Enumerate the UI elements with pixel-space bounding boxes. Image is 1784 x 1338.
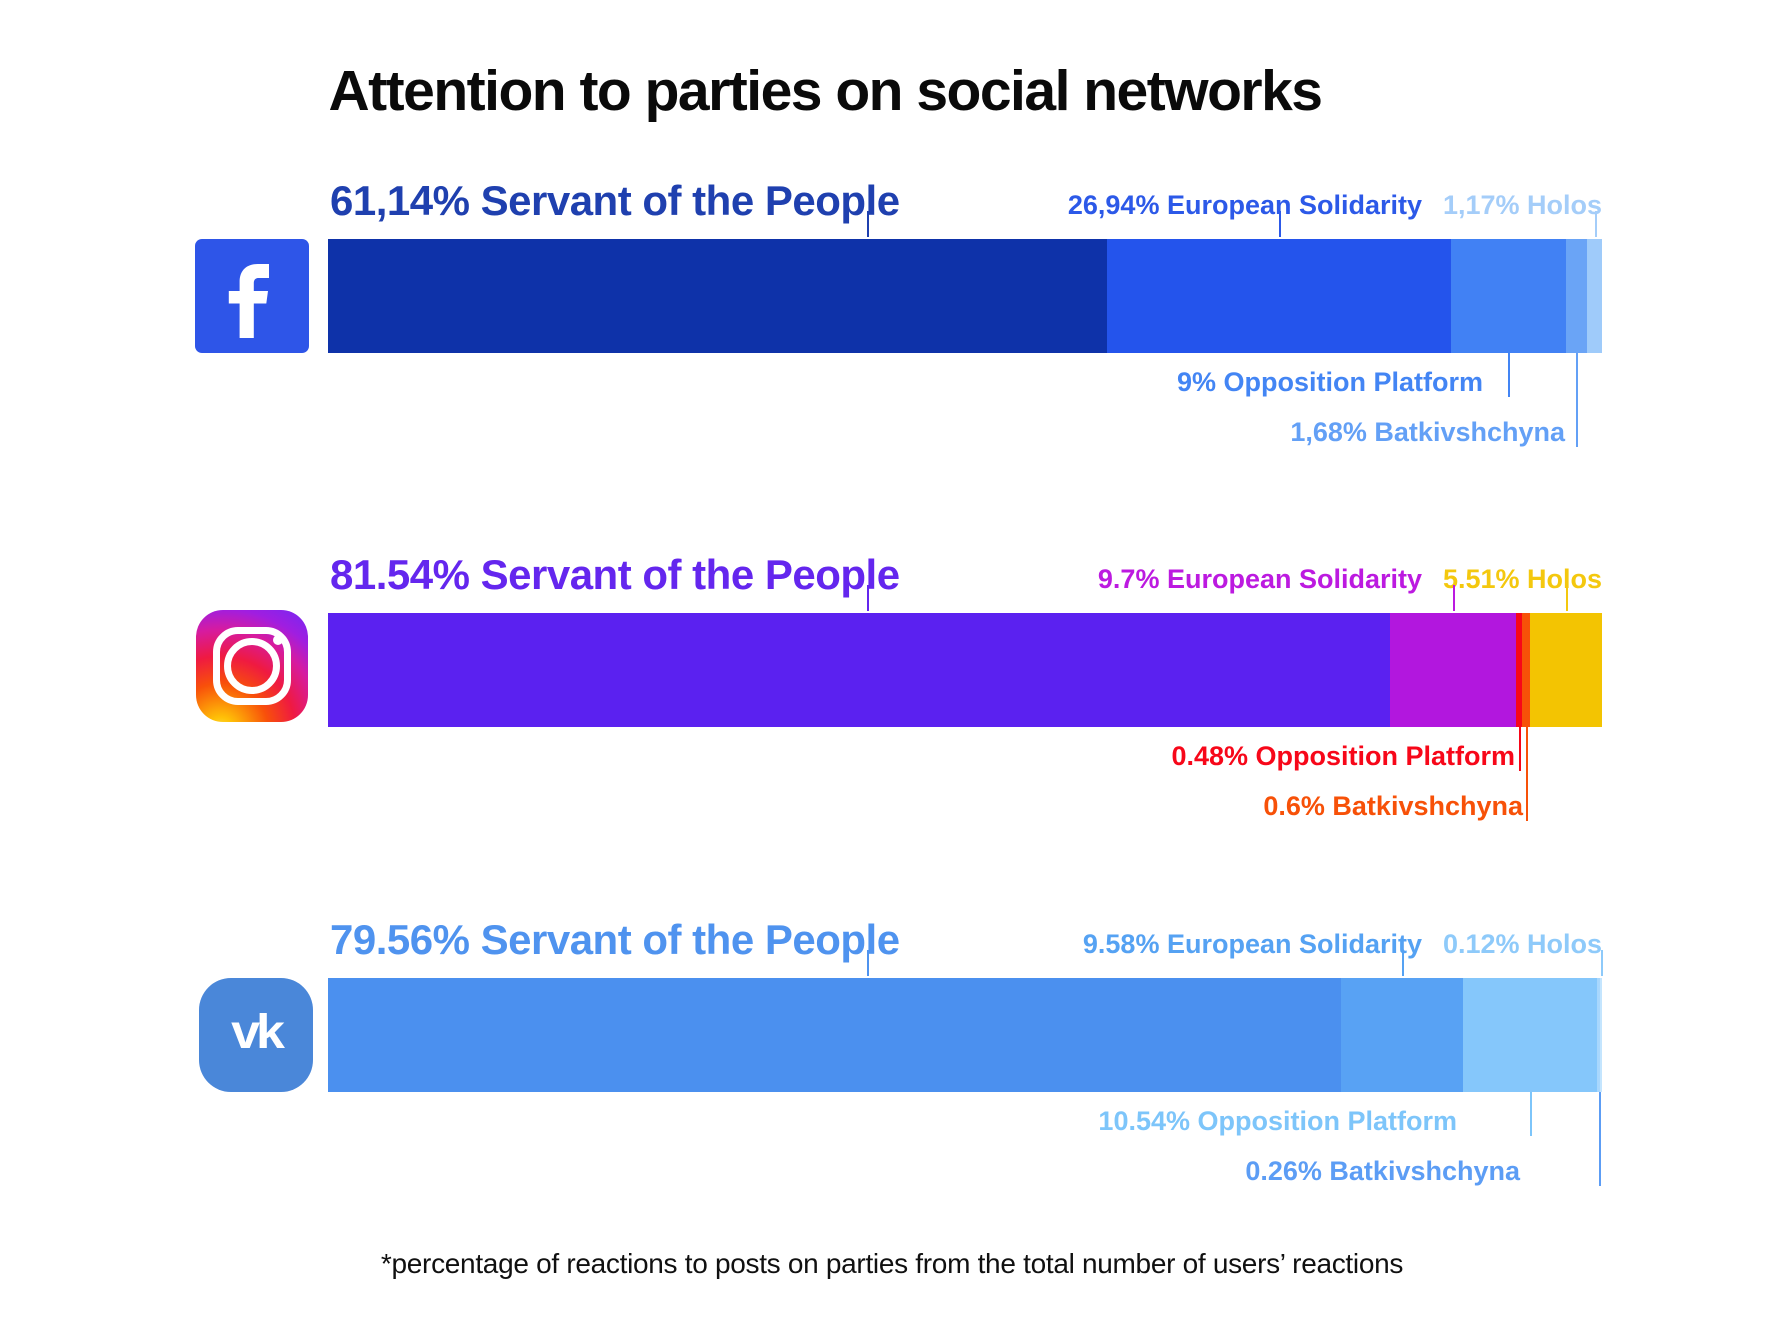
instagram-camera-outline	[213, 627, 291, 705]
vk-label-european-solidarity: 9.58% European Solidarity	[1082, 929, 1422, 959]
segment-batkivshchyna	[1522, 613, 1531, 727]
facebook-label-batkivshchyna: 1,68% Batkivshchyna	[1290, 417, 1565, 447]
leader-line	[1566, 585, 1569, 611]
leader-line	[1453, 585, 1456, 611]
vk-label-opposition-platform: 10.54% Opposition Platform	[1098, 1106, 1457, 1136]
facebook-icon	[195, 239, 309, 353]
instagram-label-european-solidarity: 9.7% European Solidarity	[1097, 564, 1422, 594]
leader-line	[1576, 353, 1579, 447]
segment-servant-of-the-people	[328, 613, 1390, 727]
leader-line	[866, 585, 869, 611]
instagram-label-batkivshchyna: 0.6% Batkivshchyna	[1263, 791, 1523, 821]
segment-holos	[1587, 239, 1602, 353]
instagram-lens	[224, 638, 280, 694]
vk-bar	[328, 978, 1602, 1092]
instagram-label-servant-of-the-people: 81.54% Servant of the People	[330, 551, 900, 598]
segment-servant-of-the-people	[328, 978, 1341, 1092]
instagram-icon	[196, 610, 308, 722]
vk-icon: vk	[199, 978, 313, 1092]
vk-label-servant-of-the-people: 79.56% Servant of the People	[330, 916, 900, 963]
vk-glyph: vk	[231, 1005, 285, 1059]
segment-servant-of-the-people	[328, 239, 1108, 353]
segment-european-solidarity	[1340, 978, 1463, 1092]
leader-line	[866, 211, 869, 237]
leader-line	[1519, 727, 1522, 771]
leader-line	[1401, 950, 1404, 976]
chart-title: Attention to parties on social networks	[328, 59, 1323, 123]
segment-batkivshchyna	[1597, 978, 1601, 1092]
instagram-label-opposition-platform: 0.48% Opposition Platform	[1171, 741, 1515, 771]
instagram-bar	[328, 613, 1602, 727]
leader-line	[1526, 727, 1529, 821]
leader-line	[1530, 1092, 1533, 1136]
facebook-f-glyph	[228, 264, 269, 338]
segment-european-solidarity	[1389, 613, 1517, 727]
segment-holos	[1600, 978, 1602, 1092]
segment-holos	[1530, 613, 1602, 727]
segment-opposition-platform	[1516, 613, 1523, 727]
instagram-row: 81.54% Servant of the People 9.7% Europe…	[328, 551, 1602, 821]
vk-label-holos: 0.12% Holos	[1442, 929, 1602, 959]
leader-line	[1594, 211, 1597, 237]
chart-footnote: *percentage of reactions to posts on par…	[380, 1248, 1404, 1279]
vk-row: 79.56% Servant of the People 9.58% Europ…	[328, 916, 1604, 1186]
vk-label-batkivshchyna: 0.26% Batkivshchyna	[1245, 1156, 1520, 1186]
facebook-label-holos: 1,17% Holos	[1442, 190, 1602, 220]
segment-batkivshchyna	[1565, 239, 1588, 353]
segment-opposition-platform	[1462, 978, 1598, 1092]
facebook-label-european-solidarity: 26,94% European Solidarity	[1067, 190, 1422, 220]
facebook-row: 61,14% Servant of the People 26,94% Euro…	[328, 177, 1602, 447]
segment-european-solidarity	[1107, 239, 1451, 353]
leader-line	[866, 950, 869, 976]
leader-line	[1601, 950, 1604, 976]
instagram-flash-dot	[273, 635, 283, 645]
segment-opposition-platform	[1450, 239, 1566, 353]
facebook-label-opposition-platform: 9% Opposition Platform	[1176, 367, 1483, 397]
instagram-label-holos: 5.51% Holos	[1442, 564, 1602, 594]
leader-line	[1279, 211, 1282, 237]
facebook-label-servant-of-the-people: 61,14% Servant of the People	[330, 177, 900, 224]
leader-line	[1508, 353, 1511, 397]
facebook-bar	[328, 239, 1602, 353]
leader-line	[1598, 1092, 1601, 1186]
